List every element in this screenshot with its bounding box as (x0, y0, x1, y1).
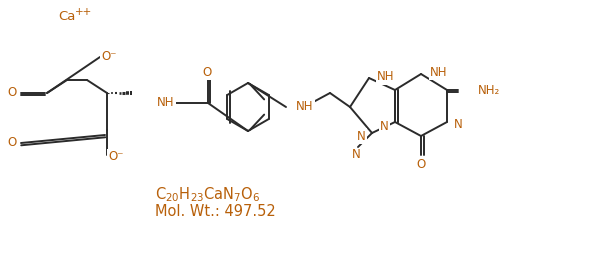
Text: NH: NH (377, 70, 395, 84)
Text: O⁻: O⁻ (101, 50, 117, 63)
Text: ++: ++ (75, 7, 93, 17)
Text: Mol. Wt.: 497.52: Mol. Wt.: 497.52 (155, 205, 276, 220)
Text: NH: NH (296, 100, 313, 114)
Text: O: O (7, 86, 17, 99)
Text: O: O (416, 158, 426, 171)
Text: O: O (202, 66, 211, 79)
Text: N: N (357, 129, 366, 143)
Text: NH: NH (430, 66, 448, 79)
Text: NH₂: NH₂ (478, 84, 500, 97)
Text: O: O (7, 137, 17, 150)
Text: N: N (380, 120, 389, 133)
Text: $\mathregular{C_{20}H_{23}CaN_7O_6}$: $\mathregular{C_{20}H_{23}CaN_7O_6}$ (155, 186, 260, 204)
Text: NH: NH (157, 97, 174, 110)
Text: N: N (352, 149, 361, 162)
Text: N: N (454, 118, 463, 132)
Text: Ca: Ca (58, 10, 75, 23)
Text: O⁻: O⁻ (108, 151, 124, 163)
